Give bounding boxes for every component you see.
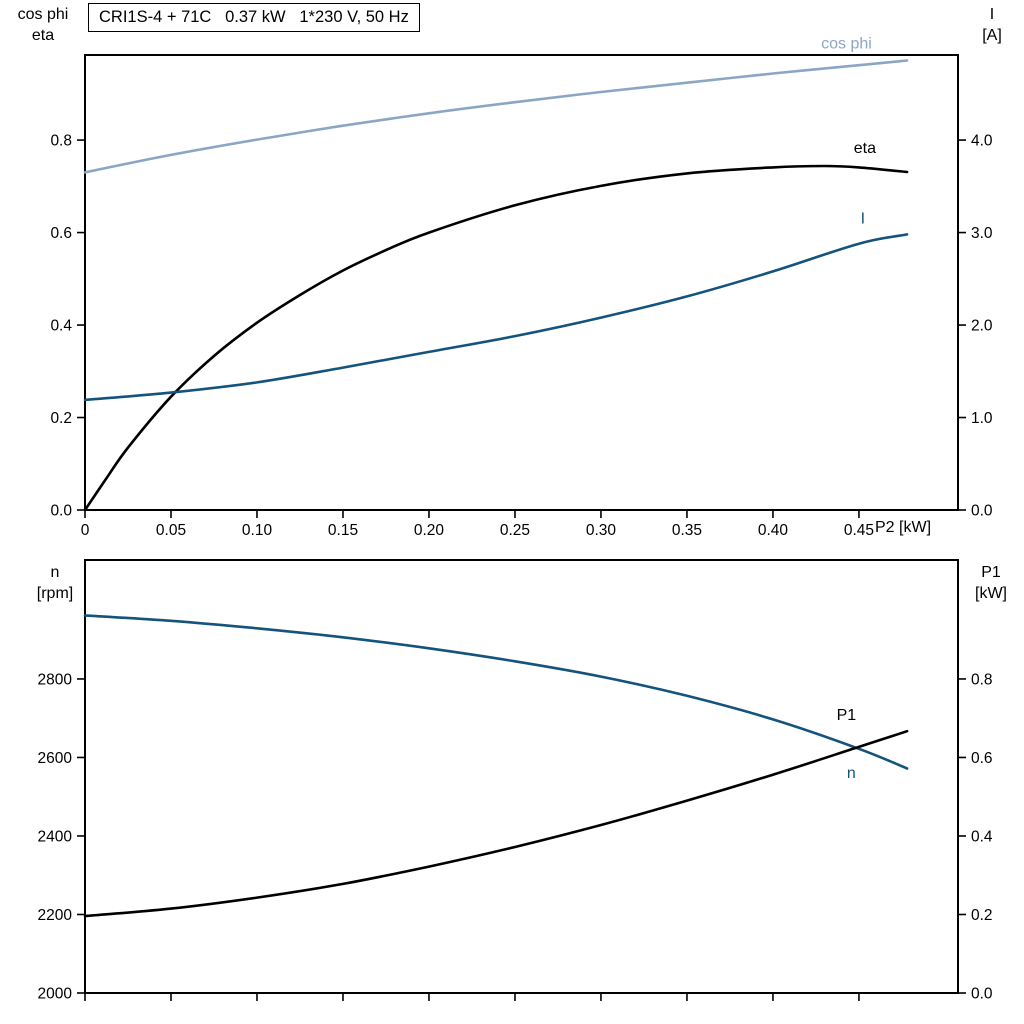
x-axis-tick-label: 0: [81, 522, 90, 539]
series-label-i: I: [861, 210, 865, 227]
x-axis-label: P2 [kW]: [875, 519, 932, 536]
x-axis-tick-label: 0.20: [414, 522, 445, 539]
right-axis-tick-label: 0.2: [971, 907, 993, 924]
right-axis-tick-label: 0.0: [971, 986, 993, 1003]
right-axis-tick-label: 0.6: [971, 750, 993, 767]
series-label-p1: P1: [837, 707, 857, 724]
top-chart-left-axis-title: cos phi eta: [4, 4, 82, 46]
x-axis-tick-label: 0.45: [844, 522, 874, 539]
right-axis-tick-label: 1.0: [971, 410, 993, 427]
x-axis-tick-label: 0.30: [586, 522, 617, 539]
bottom-chart-left-axis-title: n [rpm]: [26, 562, 84, 604]
x-axis-tick-label: 0.15: [328, 522, 358, 539]
left-axis-tick-label: 2400: [38, 828, 73, 845]
axis-title-line: [A]: [982, 27, 1002, 44]
axis-title-line: I: [989, 6, 995, 23]
x-axis-tick-label: 0.40: [758, 522, 789, 539]
bottom-chart-right-axis-title: P1 [kW]: [962, 562, 1020, 604]
right-axis-tick-label: 3.0: [971, 225, 993, 242]
x-axis-tick-label: 0.25: [500, 522, 530, 539]
x-axis-tick-label: 0.10: [242, 522, 273, 539]
chart-title-box: CRI1S-4 + 71C 0.37 kW 1*230 V, 50 Hz: [88, 3, 420, 32]
right-axis-tick-label: 4.0: [971, 133, 993, 150]
axis-title-line: cos phi: [17, 6, 69, 23]
left-axis-tick-label: 0.8: [50, 133, 72, 150]
series-label-n: n: [847, 765, 856, 782]
left-axis-tick-label: 2000: [38, 986, 73, 1003]
series-line-cos-phi: [83, 59, 909, 174]
axis-title-line: P1: [981, 564, 1001, 581]
right-axis-tick-label: 0.0: [971, 503, 993, 520]
series-line-p1: [83, 729, 909, 918]
left-axis-tick-label: 0.2: [50, 410, 72, 427]
left-axis-tick-label: 2600: [38, 750, 73, 767]
left-axis-tick-label: 2800: [38, 671, 73, 688]
axis-title-line: [kW]: [975, 585, 1007, 602]
series-label-eta: eta: [854, 140, 876, 157]
plot-frame: [84, 559, 959, 994]
left-axis-tick-label: 0.0: [50, 503, 72, 520]
left-axis-tick-label: 2200: [38, 907, 73, 924]
chart-motor-speed-power-chart: 2000 2200 2400 2600 2800 0.0 0.2 0.4 0.6 0.8 n P1: [38, 559, 993, 1003]
series-line-eta: [83, 164, 909, 512]
series-line-i: [83, 233, 909, 402]
chart-motor-efficiency-chart: 0.0 0.2 0.4 0.6 0.8 0.0 1.0 2.0 3.0 4.0 0 0.05 0.10 0…: [50, 36, 992, 539]
right-axis-tick-label: 2.0: [971, 318, 993, 335]
x-axis-tick-label: 0.35: [672, 522, 702, 539]
series-line-n: [83, 614, 909, 770]
right-axis-tick-label: 0.4: [971, 828, 993, 845]
x-axis-tick-label: 0.05: [156, 522, 186, 539]
axis-title-line: [rpm]: [36, 585, 74, 602]
left-axis-tick-label: 0.4: [50, 318, 72, 335]
top-chart-right-axis-title: I [A]: [964, 4, 1020, 46]
plot-frame: [84, 54, 959, 511]
right-axis-tick-label: 0.8: [971, 671, 993, 688]
axis-title-line: n: [50, 564, 60, 581]
axis-title-line: eta: [31, 27, 55, 44]
series-label-cos-phi: cos phi: [821, 36, 872, 53]
left-axis-tick-label: 0.6: [50, 225, 72, 242]
